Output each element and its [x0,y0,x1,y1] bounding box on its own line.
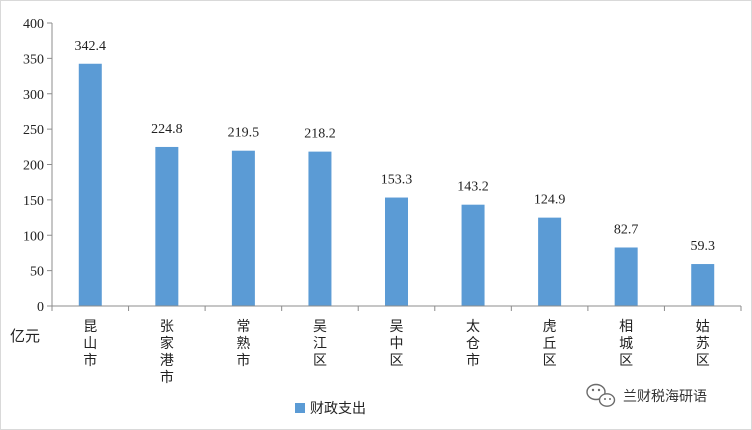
legend: 财政支出 [295,401,366,417]
y-tick-label: 150 [23,194,44,209]
x-tick-label: 太仓市 [466,319,480,369]
watermark: 兰财税海研语 [586,383,707,407]
x-tick-label: 张家港市 [160,319,174,386]
y-axis-unit-label: 亿元 [10,327,40,345]
y-tick-label: 350 [23,52,44,67]
wechat-logo-icon [586,383,616,407]
data-label: 218.2 [304,127,336,142]
bar [614,247,638,306]
bar [78,63,102,306]
data-label: 59.3 [690,239,715,254]
y-tick-label: 400 [23,17,44,32]
legend-swatch [295,403,305,413]
y-tick-label: 100 [23,229,44,244]
bar [231,150,255,306]
x-tick-label: 虎丘区 [543,319,557,369]
data-label: 224.8 [151,122,183,137]
data-label: 124.9 [534,193,566,208]
data-label: 82.7 [614,222,639,237]
legend-label: 财政支出 [310,401,366,417]
data-label: 219.5 [228,126,260,141]
watermark-text: 兰财税海研语 [623,389,707,405]
y-tick-label: 250 [23,123,44,138]
x-tick-label: 吴江区 [313,319,327,369]
bar [691,264,715,306]
x-tick-label: 吴中区 [390,319,404,369]
axis-layer [47,22,742,311]
x-tick-label: 姑苏区 [696,319,710,369]
y-tick-label: 200 [23,159,44,174]
y-tick-label: 300 [23,88,44,103]
x-tick-label: 昆山市 [83,319,97,369]
data-label: 153.3 [381,173,413,188]
bar [538,217,562,306]
data-label: 342.4 [75,39,107,54]
x-tick-label: 常熟市 [236,319,250,369]
y-tick-label: 0 [37,300,44,315]
bar [155,146,179,306]
bar [461,204,485,306]
bar [308,151,332,306]
y-tick-label: 50 [30,265,44,280]
bars-layer [78,63,715,306]
x-tick-label: 相城区 [619,319,633,369]
bar [385,197,408,306]
data-label: 143.2 [457,180,489,195]
labels-layer: 0 50 100 150 200 250 300 350 400 342.4 昆山市 224.8 张家港… [23,17,715,386]
